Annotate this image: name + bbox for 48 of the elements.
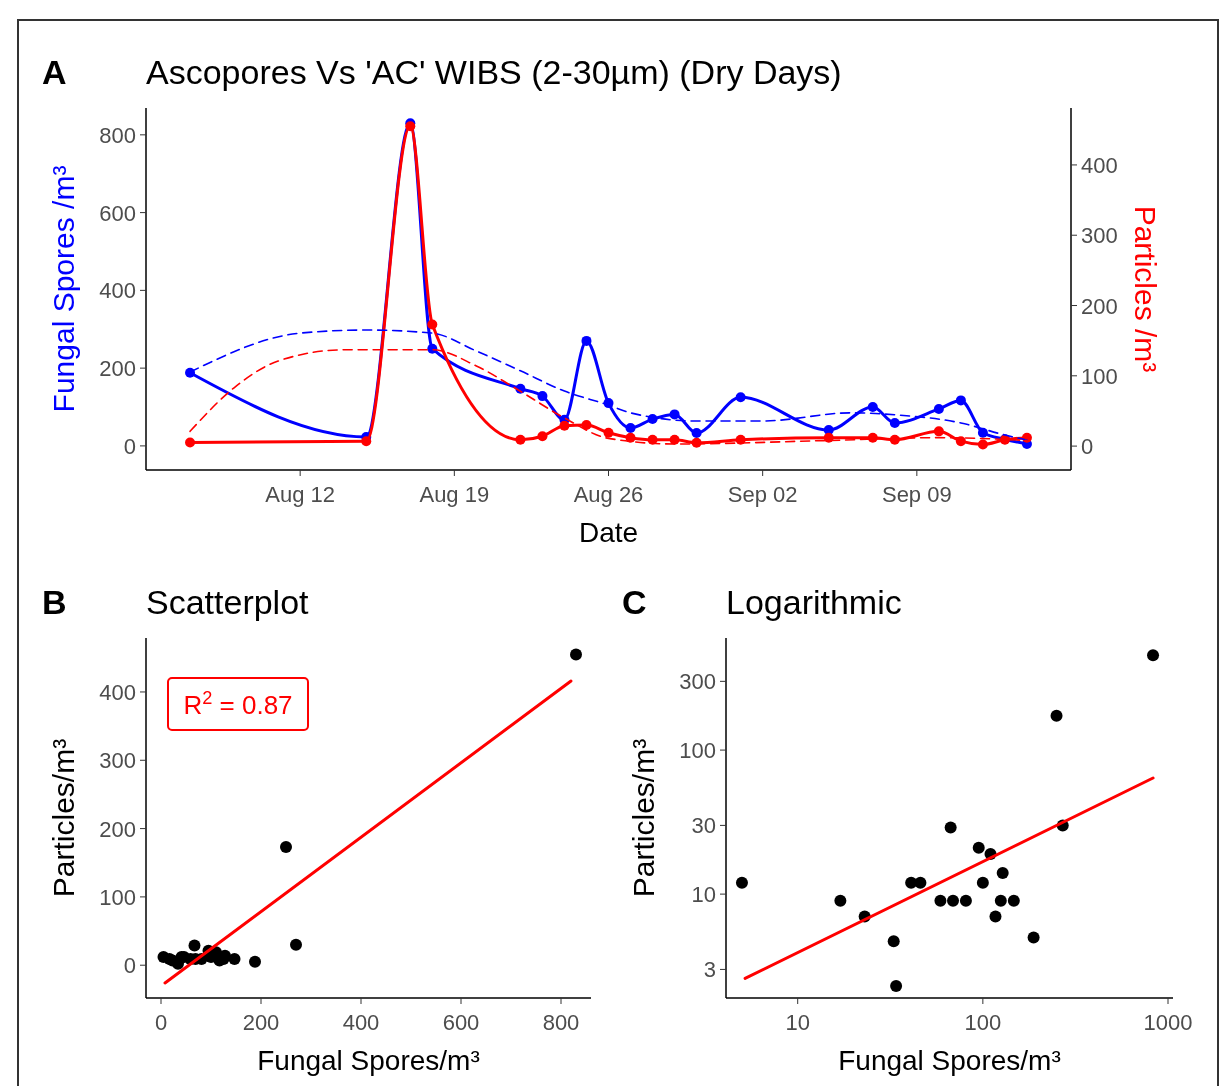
y-tick-label: 0 [123,953,136,979]
y-tick-label: 400 [99,278,136,304]
y-tick-label: 600 [99,200,136,226]
text: B [42,583,67,621]
note-box: R$^{2}$ = 0.87 [167,677,309,731]
y-tick-label: 30 [691,813,716,839]
x-tick-label: 400 [342,1010,380,1035]
x-tick-label: 0 [154,1010,168,1035]
y-axis-title: Fungal Spores /m³ [47,165,80,413]
y2-tick-label: 400 [1081,152,1118,178]
y-tick-label: 800 [99,122,136,148]
x-tick-label: Aug 26 [573,482,644,507]
x-tick-label: 200 [242,1010,280,1035]
y-tick-label: 100 [679,738,716,764]
x-tick-label: Sep 09 [881,482,952,507]
x-tick-label: Aug 12 [265,482,336,507]
y2-tick-label: 300 [1081,223,1118,249]
y-tick-label: 3 [703,957,716,983]
annotation: R$^{2}$ = 0.87 [183,688,293,720]
x-axis-title: Date [578,517,639,548]
x-tick-label: 600 [442,1010,480,1035]
x-tick-label: 10 [785,1010,810,1035]
x-axis-title: Fungal Spores/m³ [257,1045,480,1076]
y-tick-label: 200 [99,816,136,842]
y-axis-title: Particles/m³ [47,738,80,898]
x-tick-label: 800 [542,1010,580,1035]
x-tick-label: 100 [964,1010,1002,1035]
y-tick-label: 10 [691,882,716,908]
y2-tick-label: 0 [1081,434,1094,460]
y2-axis-title: Particles /m³ [1129,205,1162,373]
chart-title: Logarithmic [726,583,902,621]
text: A [42,53,67,91]
y2-tick-label: 200 [1081,293,1118,319]
y-tick-label: 200 [99,356,136,382]
y-axis-title: Particles/m³ [627,738,660,898]
text: C [622,583,647,621]
x-axis-title: Fungal Spores/m³ [838,1045,1061,1076]
y-tick-label: 300 [99,748,136,774]
x-tick-label: Sep 02 [727,482,798,507]
x-tick-label: Aug 19 [419,482,490,507]
x-tick-label: 1000 [1143,1010,1193,1035]
y-tick-label: 400 [99,679,136,705]
y2-tick-label: 100 [1081,363,1118,389]
chart-title: Scatterplot [146,583,310,621]
y-tick-label: 300 [679,669,716,695]
y-tick-label: 100 [99,884,136,910]
chart-title: Ascopores Vs 'AC' WIBS (2-30µm) (Dry Days) [146,53,842,91]
y-tick-label: 0 [123,433,136,459]
